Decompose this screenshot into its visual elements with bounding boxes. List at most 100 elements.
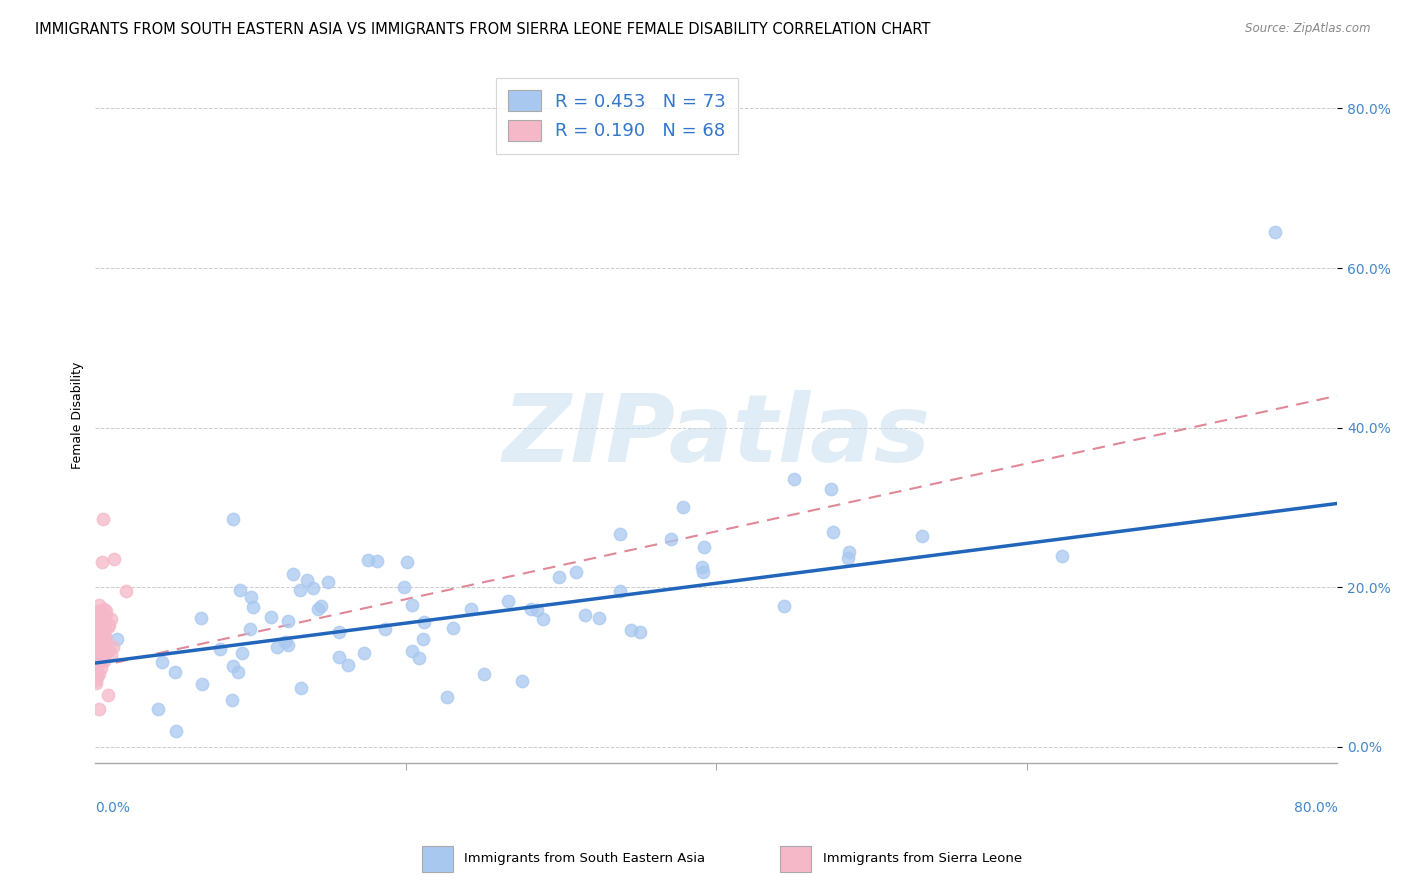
Point — [609, 526, 631, 541]
Point — [87, 598, 110, 612]
Point — [620, 624, 643, 638]
Point — [773, 599, 796, 613]
Point — [87, 652, 110, 666]
Legend: R = 0.453   N = 73, R = 0.190   N = 68: R = 0.453 N = 73, R = 0.190 N = 68 — [495, 78, 738, 153]
Point — [94, 632, 117, 647]
Point — [307, 602, 329, 616]
Text: 0.0%: 0.0% — [96, 801, 131, 815]
Point — [353, 646, 375, 660]
Point — [165, 723, 187, 738]
Point — [86, 632, 108, 647]
Point — [84, 673, 107, 687]
Point — [93, 648, 115, 662]
Point — [460, 601, 482, 615]
Point — [1264, 225, 1286, 239]
Point — [290, 582, 312, 597]
Point — [277, 638, 299, 652]
Point — [274, 634, 297, 648]
Point — [84, 655, 107, 669]
Point — [87, 636, 110, 650]
Point — [190, 611, 212, 625]
Point — [395, 555, 418, 569]
Point — [328, 624, 350, 639]
Point — [412, 632, 434, 646]
Point — [98, 618, 121, 632]
Point — [84, 661, 107, 675]
Point — [91, 606, 114, 620]
Point — [93, 654, 115, 668]
Point — [231, 646, 253, 660]
Point — [222, 659, 245, 673]
Point — [87, 632, 110, 647]
Point — [86, 624, 108, 638]
Point — [266, 640, 288, 655]
Point — [105, 632, 128, 646]
Point — [90, 649, 112, 664]
Point — [93, 622, 115, 636]
Y-axis label: Female Disability: Female Disability — [72, 362, 84, 469]
Point — [87, 650, 110, 665]
Point — [90, 632, 112, 647]
Point — [89, 648, 111, 662]
Point — [609, 584, 631, 599]
Point — [86, 670, 108, 684]
Point — [91, 628, 114, 642]
Point — [100, 612, 122, 626]
Text: ZIPatlas: ZIPatlas — [502, 391, 931, 483]
Point — [87, 625, 110, 640]
Point — [94, 629, 117, 643]
Point — [86, 613, 108, 627]
Point — [441, 621, 464, 635]
Point — [94, 607, 117, 622]
Point — [526, 603, 548, 617]
Point — [94, 644, 117, 658]
Point — [115, 584, 138, 599]
Point — [401, 599, 423, 613]
Point — [510, 673, 533, 688]
Point — [84, 675, 107, 690]
Point — [238, 622, 260, 636]
Point — [281, 566, 304, 581]
Point — [91, 555, 114, 569]
Point — [413, 615, 436, 630]
Point — [84, 662, 107, 676]
Point — [90, 661, 112, 675]
Point — [90, 628, 112, 642]
Point — [337, 658, 360, 673]
Point — [103, 552, 125, 566]
Point — [87, 666, 110, 681]
Point — [97, 620, 120, 634]
Point — [146, 702, 169, 716]
Point — [242, 599, 264, 614]
Point — [87, 652, 110, 666]
Point — [229, 582, 252, 597]
Point — [672, 500, 695, 514]
Point — [87, 623, 110, 637]
Point — [374, 622, 396, 636]
Point — [87, 604, 110, 618]
Point — [290, 681, 312, 695]
Point — [838, 545, 860, 559]
Point — [97, 642, 120, 657]
Point — [94, 647, 117, 661]
Point — [89, 702, 111, 716]
Point — [820, 482, 842, 496]
Point — [89, 615, 111, 629]
Point — [94, 641, 117, 656]
Point — [628, 625, 651, 640]
Point — [692, 566, 714, 580]
Point — [84, 657, 107, 671]
Point — [366, 554, 388, 568]
Point — [86, 644, 108, 658]
Point — [690, 560, 713, 574]
Point — [564, 565, 586, 579]
Point — [91, 512, 114, 526]
Point — [86, 626, 108, 640]
Point — [84, 620, 107, 634]
Point — [531, 612, 554, 626]
Point — [90, 637, 112, 651]
Point — [100, 648, 122, 662]
Point — [86, 648, 108, 662]
Point — [208, 641, 231, 656]
Point — [91, 620, 114, 634]
